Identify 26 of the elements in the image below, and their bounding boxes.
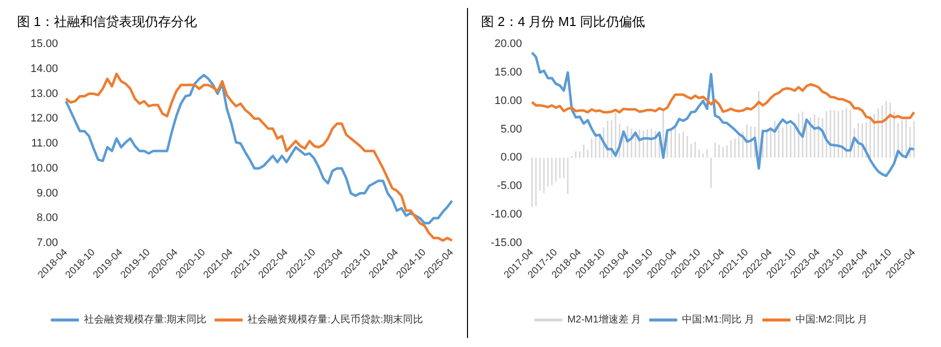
y-tick-label: 0.00 <box>500 152 522 164</box>
y-tick-label: 15.00 <box>30 38 58 50</box>
y-tick-label: 11.00 <box>31 138 58 150</box>
y-tick-label: 8.00 <box>36 212 58 224</box>
chart-title: 图 1：社融和信贷表现仍存分化 <box>17 14 197 29</box>
legend-label: 社会融资规模存量:人民币贷款:期末同比 <box>248 314 424 326</box>
y-tick-label: 13.00 <box>30 88 58 100</box>
y-tick-label: 15.00 <box>494 66 522 78</box>
line-series <box>530 83 916 124</box>
y-tick-label: 20.00 <box>494 38 522 50</box>
y-tick-label: 9.00 <box>36 187 58 200</box>
line-series <box>530 51 916 178</box>
y-tick-label: 10.00 <box>30 162 58 174</box>
legend-label: 中国:M1:同比 月 <box>682 314 754 326</box>
y-tick-label: 7.00 <box>36 237 58 249</box>
y-tick-label: 14.00 <box>30 62 58 75</box>
y-tick-label: 5.00 <box>500 123 522 136</box>
y-tick-label: 12.00 <box>30 112 58 125</box>
chart-title: 图 2：4 月份 M1 同比仍偏低 <box>481 14 645 29</box>
y-tick-label: -10.00 <box>490 208 522 221</box>
y-tick-label: -5.00 <box>496 180 522 192</box>
legend-label: M2-M1增速差 月 <box>567 314 642 326</box>
y-tick-label: 10.00 <box>494 94 522 107</box>
legend-label: 社会融资规模存量:期末同比 <box>84 314 207 326</box>
legend-label: 中国:M2:同比 月 <box>795 314 868 326</box>
y-tick-label: -15.00 <box>490 237 522 249</box>
